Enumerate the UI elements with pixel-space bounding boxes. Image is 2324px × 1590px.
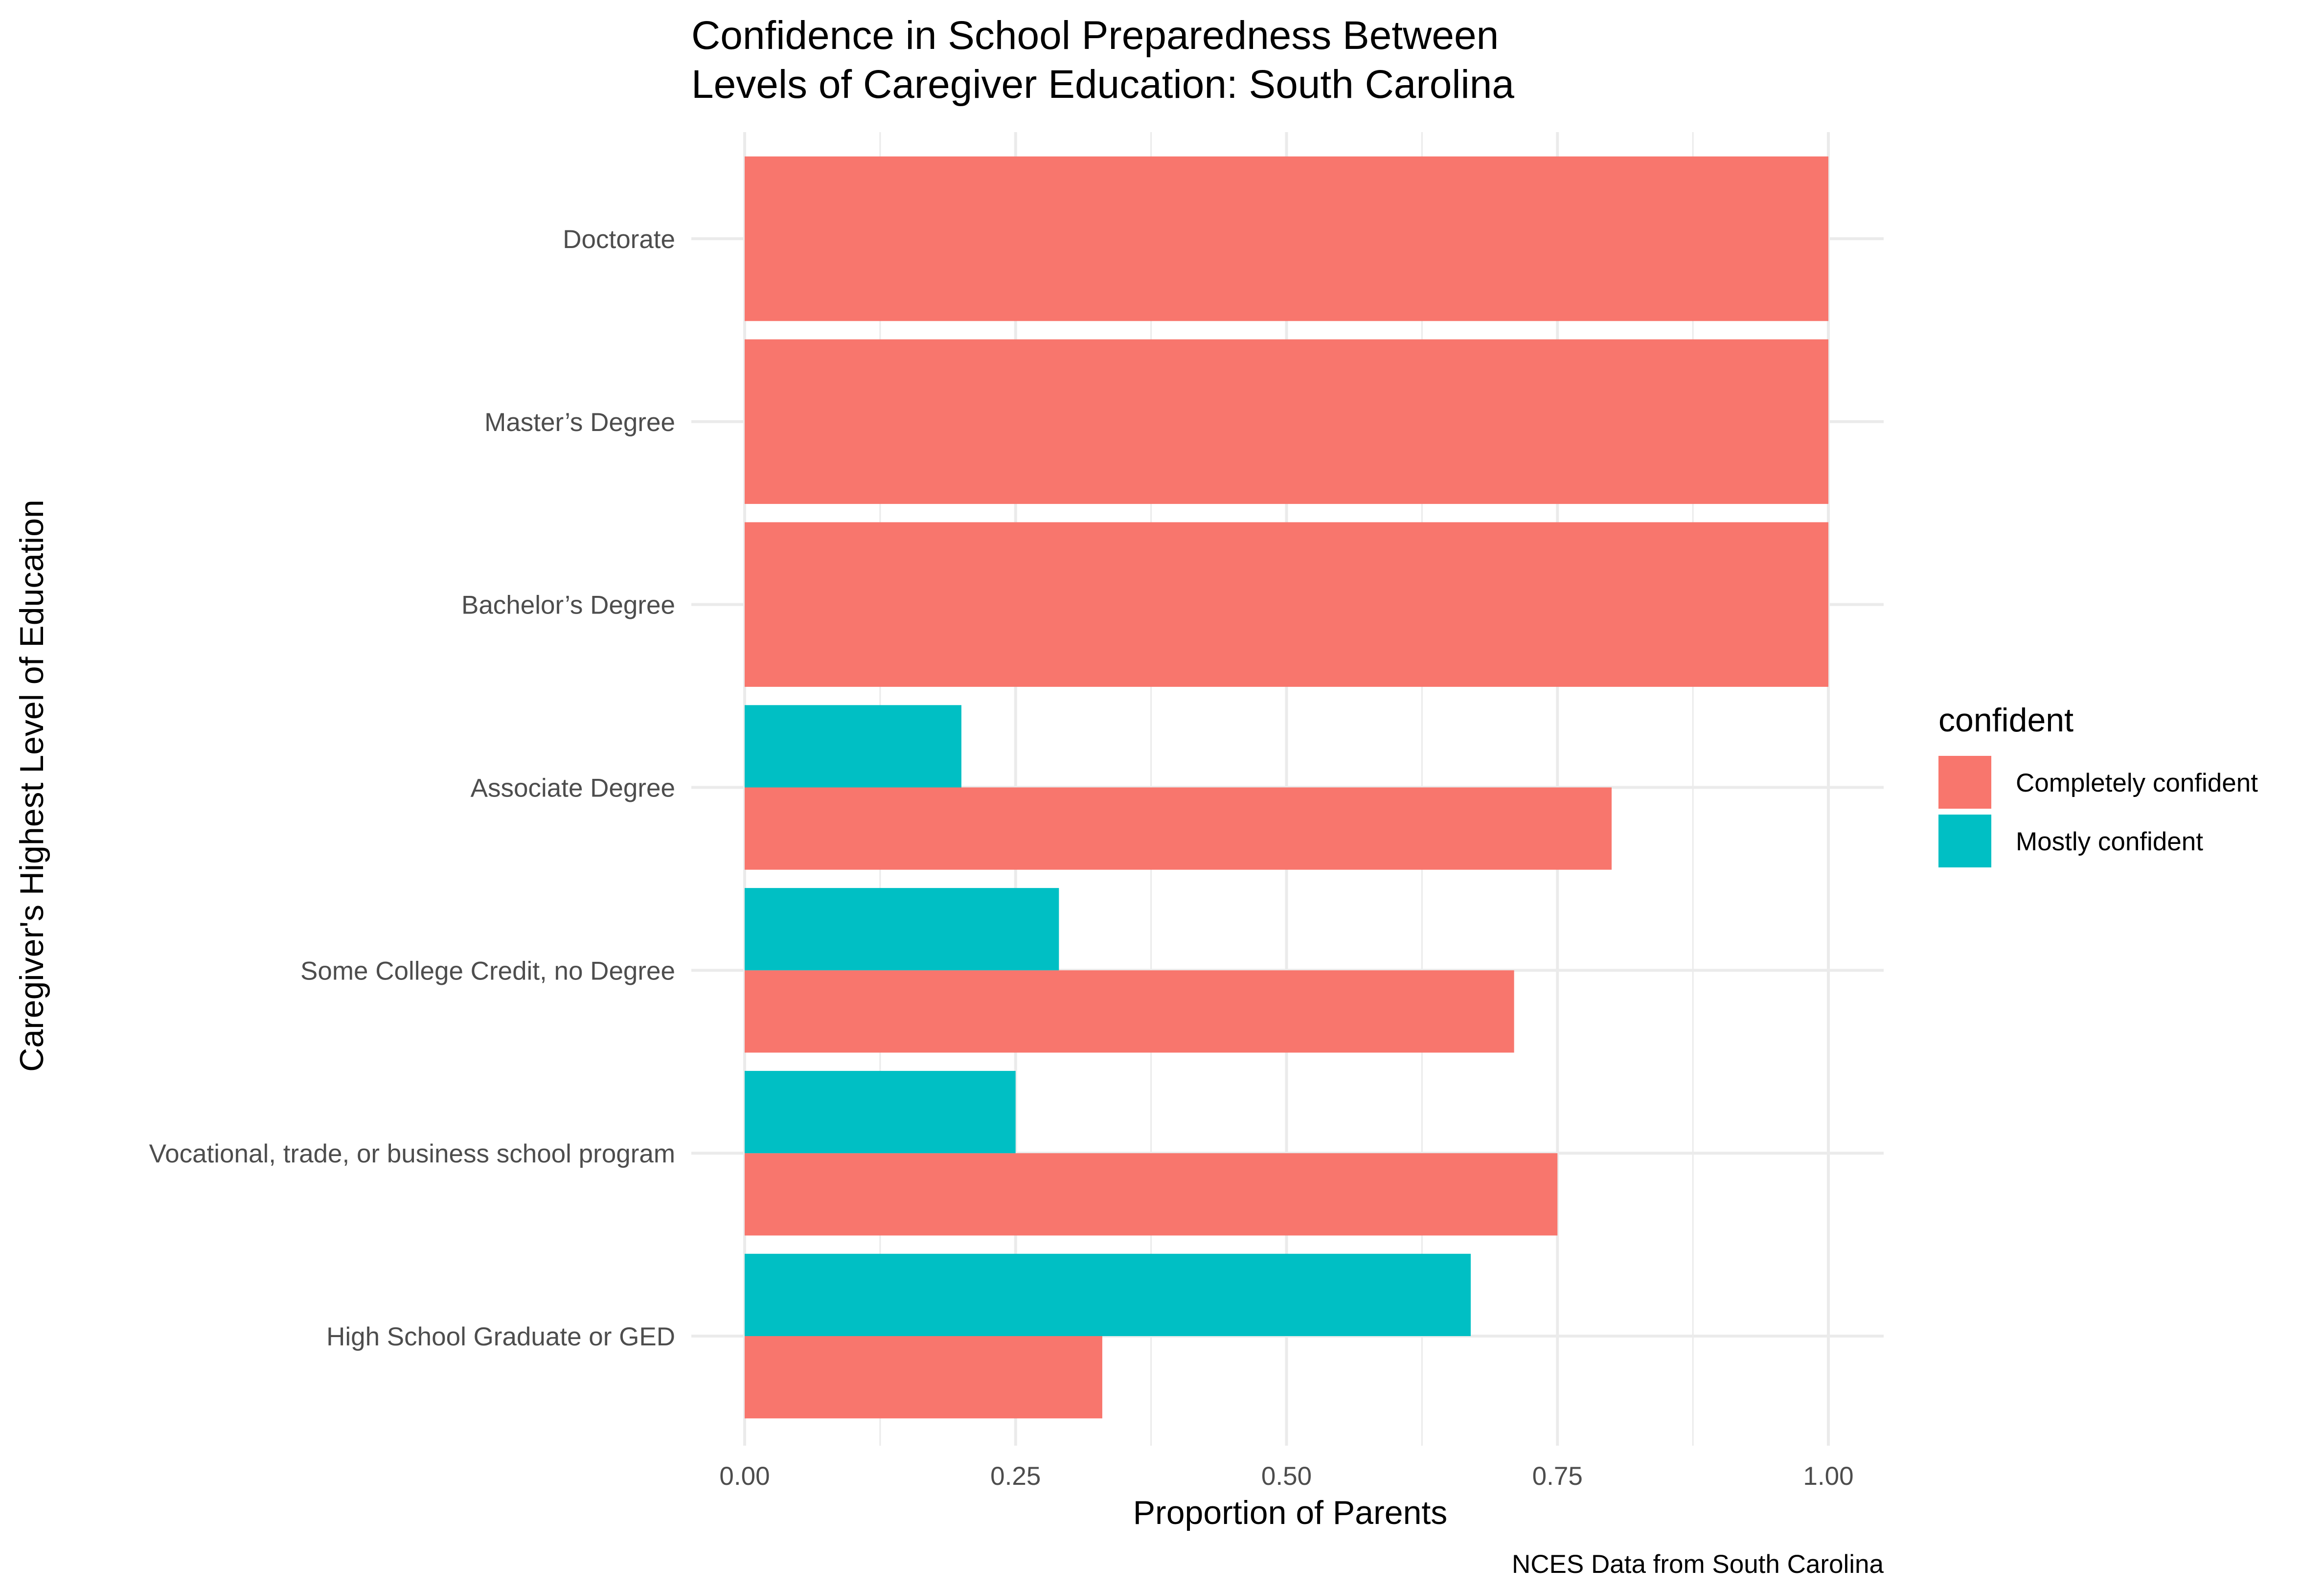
bar-completely-confident — [745, 522, 1828, 687]
y-tick-label: High School Graduate or GED — [326, 1322, 675, 1351]
x-tick-label: 0.00 — [719, 1462, 770, 1491]
bar-mostly-confident — [745, 1070, 1016, 1154]
legend-key — [1938, 815, 1991, 867]
x-tick-label: 0.50 — [1261, 1462, 1312, 1491]
y-tick-label: Doctorate — [563, 225, 675, 254]
chart-title-line-1: Confidence in School Preparedness Betwee… — [691, 13, 1499, 58]
y-tick-label: Associate Degree — [471, 774, 675, 803]
legend-key — [1938, 756, 1991, 809]
bar-mostly-confident — [745, 1253, 1471, 1336]
x-tick-label: 1.00 — [1803, 1462, 1853, 1491]
legend: confident Completely confident Mostly con… — [1938, 702, 2258, 867]
bar-completely-confident — [745, 1336, 1102, 1419]
y-tick-label: Vocational, trade, or business school pr… — [149, 1139, 675, 1168]
y-axis-tick-labels: High School Graduate or GED Vocational, t… — [149, 225, 675, 1351]
legend-label: Mostly confident — [2016, 827, 2203, 856]
legend-title: confident — [1938, 702, 2073, 739]
bar-completely-confident — [745, 970, 1514, 1053]
bar-mostly-confident — [745, 888, 1059, 971]
bar-completely-confident — [745, 156, 1828, 321]
caption: NCES Data from South Carolina — [1512, 1550, 1884, 1579]
y-axis-title: Caregiver's Highest Level of Education — [13, 500, 50, 1072]
x-tick-label: 0.25 — [990, 1462, 1041, 1491]
bar-mostly-confident — [745, 705, 961, 788]
x-axis-title: Proportion of Parents — [1133, 1494, 1448, 1531]
chart-title-line-2: Levels of Caregiver Education: South Car… — [691, 62, 1514, 107]
bar-completely-confident — [745, 787, 1612, 870]
x-axis-tick-labels: 0.00 0.25 0.50 0.75 1.00 — [719, 1462, 1853, 1491]
y-tick-label: Bachelor’s Degree — [461, 591, 675, 620]
bar-completely-confident — [745, 339, 1828, 504]
x-tick-label: 0.75 — [1532, 1462, 1583, 1491]
y-tick-label: Master’s Degree — [484, 408, 675, 437]
bars — [745, 156, 1828, 1419]
y-tick-label: Some College Credit, no Degree — [300, 956, 675, 985]
legend-label: Completely confident — [2016, 769, 2258, 797]
bar-completely-confident — [745, 1153, 1558, 1236]
chart-title: Confidence in School Preparedness Betwee… — [691, 13, 1514, 107]
